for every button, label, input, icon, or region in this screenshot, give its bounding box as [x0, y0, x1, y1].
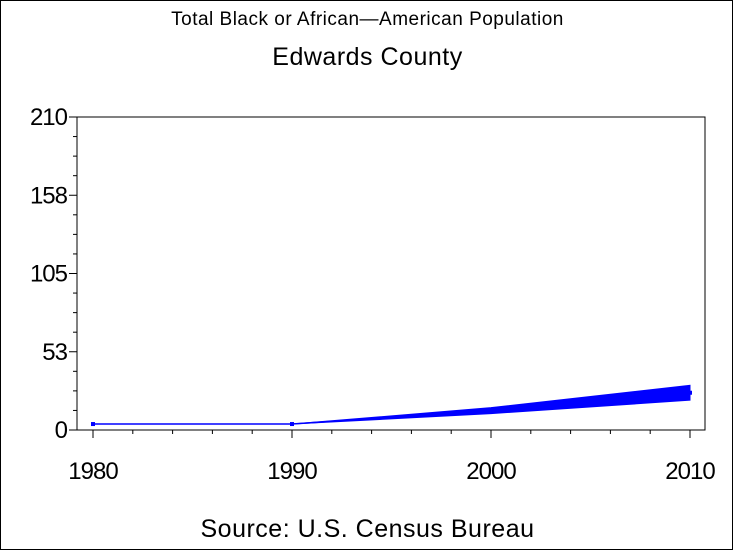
data-point — [290, 422, 294, 427]
source-note: Source: U.S. Census Bureau — [200, 515, 535, 543]
y-tick-label: 0 — [55, 417, 68, 444]
x-tick-label: 1990 — [267, 458, 317, 485]
x-tick-label: 1980 — [68, 458, 118, 485]
y-tick-label: 105 — [30, 261, 68, 288]
y-tick-label: 210 — [30, 104, 68, 131]
data-point — [489, 408, 493, 413]
chart-subtitle: Edwards County — [272, 43, 463, 71]
y-axis: 0 53 105 158 210 — [30, 104, 77, 444]
data-point — [688, 390, 692, 395]
x-tick-label: 2010 — [665, 458, 715, 485]
chart-title: Total Black or African—American Populati… — [171, 9, 564, 30]
y-tick-label: 158 — [30, 182, 68, 209]
plot-area — [76, 116, 706, 431]
y-tick-label: 53 — [42, 339, 67, 366]
series-line — [93, 391, 691, 425]
uncertainty-band — [93, 384, 691, 425]
x-tick-label: 2000 — [466, 458, 516, 485]
series-layer — [91, 384, 692, 427]
x-axis: 1980 1990 2000 2010 — [68, 430, 716, 485]
data-point — [91, 422, 95, 427]
